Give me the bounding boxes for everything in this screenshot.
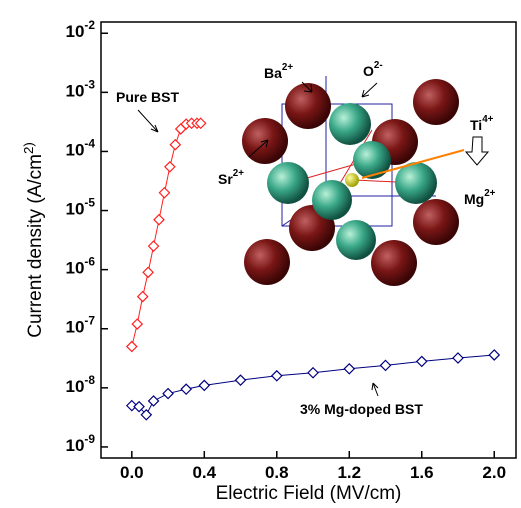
y-tick-label: 10-2 — [66, 18, 96, 41]
y-axis-label: Current density (A/cm2) — [21, 142, 47, 338]
y-tick-label: 10-7 — [66, 314, 96, 337]
atom — [371, 240, 417, 286]
inset-label: O2- — [363, 60, 383, 79]
inset-label: Mg2+ — [464, 188, 496, 207]
series-line — [132, 123, 201, 346]
chart: Ba2+ O2- Ti4+ Sr2+ Mg2+ Pure BST 3% Mg-d… — [0, 0, 521, 508]
y-tick-label: 10-6 — [66, 255, 96, 278]
data-point — [127, 342, 137, 352]
atom — [329, 103, 371, 145]
y-tick-label: 10-8 — [66, 373, 96, 396]
data-point — [272, 371, 282, 381]
inset-label: Ti4+ — [470, 114, 494, 133]
atom — [285, 83, 331, 129]
data-point — [149, 241, 159, 251]
data-point — [489, 350, 499, 360]
atom — [267, 162, 309, 204]
atom — [413, 79, 459, 125]
atom — [345, 173, 359, 187]
x-tick-label: 0.4 — [192, 463, 216, 482]
data-point — [165, 162, 175, 172]
atom — [312, 180, 352, 220]
inset-label: Sr2+ — [218, 168, 244, 187]
y-tick-label: 10-5 — [66, 196, 96, 219]
atom — [395, 162, 437, 204]
data-point — [170, 140, 180, 150]
y-tick-label: 10-4 — [66, 137, 96, 160]
atom — [413, 199, 459, 245]
data-point — [236, 375, 246, 385]
arrow — [138, 110, 158, 132]
data-point — [308, 368, 318, 378]
annotation: 3% Mg-doped BST — [300, 401, 423, 417]
x-tick-label: 0.8 — [265, 463, 289, 482]
data-point — [163, 389, 173, 399]
data-point — [138, 292, 148, 302]
atom — [353, 141, 391, 179]
annotation: Pure BST — [116, 89, 179, 105]
data-point — [453, 353, 463, 363]
data-point — [159, 188, 169, 198]
atom — [336, 220, 376, 260]
x-tick-label: 0.0 — [120, 463, 144, 482]
arrow — [466, 137, 488, 165]
x-tick-label: 1.6 — [410, 463, 434, 482]
atom — [244, 239, 290, 285]
y-tick-label: 10-9 — [66, 432, 96, 455]
arrow — [372, 383, 378, 396]
x-tick-label: 2.0 — [482, 463, 506, 482]
inset-label: Ba2+ — [264, 62, 293, 81]
data-point — [143, 267, 153, 277]
data-point — [181, 384, 191, 394]
arrow — [362, 83, 377, 97]
data-point — [344, 364, 354, 374]
data-point — [417, 356, 427, 366]
data-point — [149, 396, 159, 406]
data-point — [154, 215, 164, 225]
data-point — [132, 319, 142, 329]
y-tick-label: 10-3 — [66, 77, 96, 100]
data-point — [381, 360, 391, 370]
x-axis-label: Electric Field (MV/cm) — [216, 483, 402, 504]
data-point — [199, 380, 209, 390]
x-tick-label: 1.2 — [337, 463, 361, 482]
